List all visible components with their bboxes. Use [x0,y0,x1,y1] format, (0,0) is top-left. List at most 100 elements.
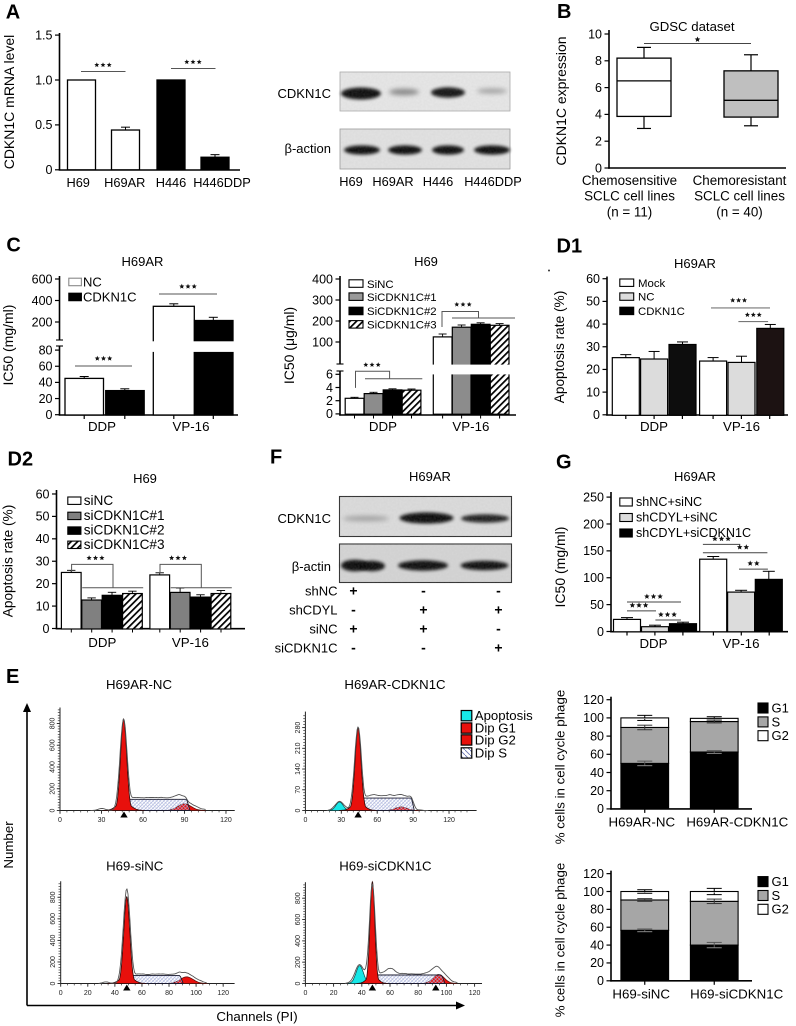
svg-text:40: 40 [111,990,119,997]
svg-text:Channels (PI): Channels (PI) [216,1009,297,1024]
svg-text:H69AR: H69AR [409,469,451,484]
svg-text:100: 100 [583,711,604,725]
svg-text:100: 100 [583,571,604,585]
svg-text:120: 120 [217,990,229,997]
svg-text:E: E [6,666,19,688]
svg-text:6: 6 [595,81,602,95]
svg-text:140: 140 [295,763,302,775]
svg-text:10: 10 [588,27,602,41]
svg-text:siCDKN1C#1: siCDKN1C#1 [84,508,165,523]
svg-text:60: 60 [590,748,604,762]
svg-text:70: 70 [295,786,302,794]
svg-text:VP-16: VP-16 [723,419,760,434]
svg-text:60: 60 [586,272,600,286]
svg-text:100: 100 [441,990,453,997]
svg-text:20: 20 [590,784,604,798]
svg-text:SCLC cell lines: SCLC cell lines [694,189,785,204]
svg-text:H69AR-CDKN1C: H69AR-CDKN1C [344,677,446,692]
svg-text:800: 800 [50,718,57,730]
svg-text:VP-16: VP-16 [172,635,209,650]
svg-text:30: 30 [36,555,50,569]
svg-text:200: 200 [50,956,57,968]
svg-text:SiCDKN1C#2: SiCDKN1C#2 [367,306,437,318]
svg-text:40: 40 [590,938,604,952]
svg-text:Number: Number [1,821,16,869]
svg-text:60: 60 [138,990,146,997]
svg-text:90: 90 [181,817,189,824]
svg-text:600: 600 [32,272,53,286]
svg-text:H69AR: H69AR [372,174,413,189]
svg-text:80: 80 [165,990,173,997]
svg-text:DDP: DDP [88,419,116,434]
svg-text:H69AR: H69AR [674,469,716,484]
svg-text:CDKN1C: CDKN1C [83,289,136,304]
svg-text:siNC: siNC [84,493,114,508]
svg-text:+: + [419,602,427,618]
svg-text:4: 4 [326,381,333,395]
svg-text:20: 20 [586,363,600,377]
svg-text:400: 400 [312,272,333,286]
svg-text:NC: NC [638,292,654,304]
svg-text:DDP: DDP [369,419,397,434]
svg-text:120: 120 [443,817,455,824]
svg-text:-: - [421,640,426,656]
svg-text:C: C [6,235,20,257]
svg-text:800: 800 [295,892,302,904]
svg-text:0: 0 [50,981,57,985]
svg-text:2: 2 [326,394,333,408]
svg-text:H69: H69 [66,175,89,190]
svg-text:S: S [772,888,781,903]
svg-text:-: - [351,602,356,618]
svg-text:CDKN1C: CDKN1C [638,306,685,318]
svg-text:A: A [6,2,20,24]
svg-text:40: 40 [358,990,366,997]
svg-text:Apoptosis rate (%): Apoptosis rate (%) [552,291,567,404]
svg-text:+: + [349,621,357,637]
svg-text:DDP: DDP [640,419,668,434]
svg-text:shNC+siNC: shNC+siNC [636,495,702,509]
svg-text:H446: H446 [423,174,454,189]
svg-text:20: 20 [36,577,50,591]
svg-text:150: 150 [583,544,604,558]
svg-text:600: 600 [50,739,57,751]
svg-text:SiNC: SiNC [367,279,394,291]
svg-text:shCDYL: shCDYL [289,603,337,618]
svg-text:VP-16: VP-16 [723,636,760,651]
svg-text:0: 0 [46,163,53,177]
svg-text:H69-siCDKN1C: H69-siCDKN1C [339,859,432,874]
svg-text:1.0: 1.0 [35,73,52,87]
svg-text:shCDYL+siNC: shCDYL+siNC [636,511,718,525]
svg-text:2: 2 [595,135,602,149]
svg-text:80: 80 [414,990,422,997]
svg-text:200: 200 [583,517,604,531]
svg-text:60: 60 [36,487,50,501]
svg-text:80: 80 [590,729,604,743]
svg-text:G: G [556,452,572,474]
svg-text:10: 10 [586,385,600,399]
svg-text:β-actin: β-actin [292,559,331,574]
svg-text:Dip G1: Dip G1 [475,721,516,736]
svg-text:0: 0 [50,808,57,812]
svg-text:0: 0 [303,817,307,824]
svg-text:100: 100 [312,335,333,349]
svg-text:G1: G1 [772,700,789,715]
svg-text:H69: H69 [133,471,157,486]
svg-text:-: - [421,583,426,599]
svg-text:IC50 (mg/ml): IC50 (mg/ml) [552,527,568,608]
svg-text:400: 400 [32,294,53,308]
svg-text:H69AR: H69AR [104,175,145,190]
svg-text:0: 0 [46,408,53,422]
svg-text:0: 0 [593,408,600,422]
svg-text:H69: H69 [414,254,438,269]
svg-text:DDP: DDP [639,636,667,651]
svg-text:30: 30 [337,817,345,824]
svg-text:200: 200 [32,315,53,329]
svg-text:0: 0 [597,802,604,816]
svg-text:shCDYL+siCDKN1C: shCDYL+siCDKN1C [636,526,751,540]
svg-text:10: 10 [36,599,50,613]
svg-text:(n = 40): (n = 40) [716,205,763,220]
svg-text:600: 600 [295,914,302,926]
svg-text:Apoptosis: Apoptosis [475,708,533,723]
svg-text:8: 8 [595,54,602,68]
svg-text:S: S [772,714,781,729]
